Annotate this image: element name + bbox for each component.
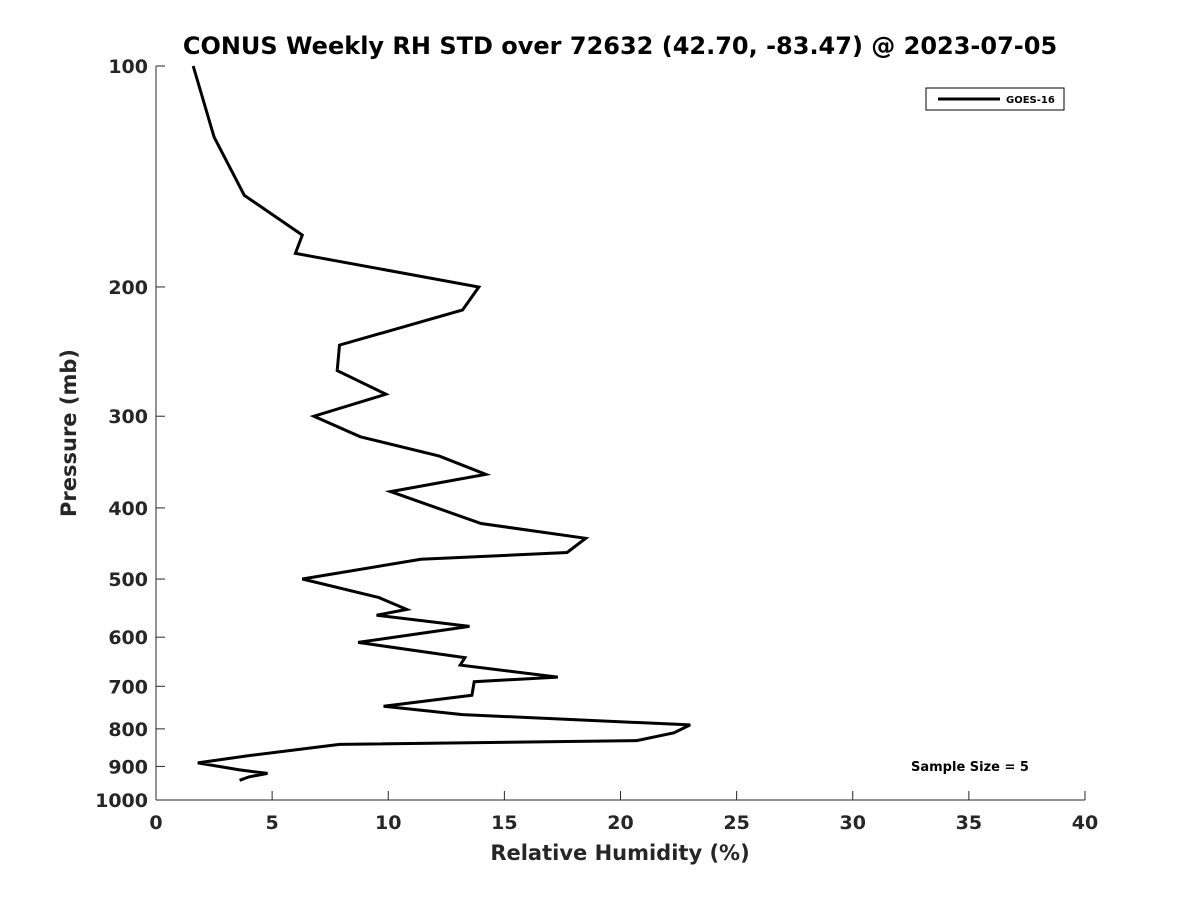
x-tick-label: 5 [266,812,279,834]
legend: GOES-16 [925,87,1065,111]
plot-area: 0 5 10 15 20 25 30 35 40 100 200 300 400 500 600 700 800… [95,56,1098,834]
y-tick-label: 400 [108,498,148,520]
x-tick-label: 10 [375,812,401,834]
y-tick-label: 900 [108,756,148,778]
x-tick-label: 20 [607,812,633,834]
legend-label-goes-16: GOES-16 [1006,95,1055,106]
x-tick-label: 15 [491,812,517,834]
x-tick-label: 25 [723,812,749,834]
y-tick-label: 300 [108,406,148,428]
y-tick-label: 800 [108,719,148,741]
series-line-goes-16 [191,65,691,782]
y-tick-label: 100 [108,56,148,78]
x-axis-label: Relative Humidity (%) [490,841,749,865]
y-tick-label: 600 [108,627,148,649]
x-tick-label: 0 [149,812,162,834]
y-tick-label: 1000 [95,790,148,812]
y-tick-label: 700 [108,676,148,698]
x-tick-label: 30 [840,812,866,834]
chart-title: CONUS Weekly RH STD over 72632 (42.70, -… [183,32,1057,60]
sample-size-annotation: Sample Size = 5 [911,760,1029,775]
x-tick-label: 40 [1072,812,1098,834]
y-tick-label: 500 [108,569,148,591]
x-tick-label: 35 [956,812,982,834]
y-axis-label: Pressure (mb) [57,349,81,517]
y-tick-label: 200 [108,277,148,299]
